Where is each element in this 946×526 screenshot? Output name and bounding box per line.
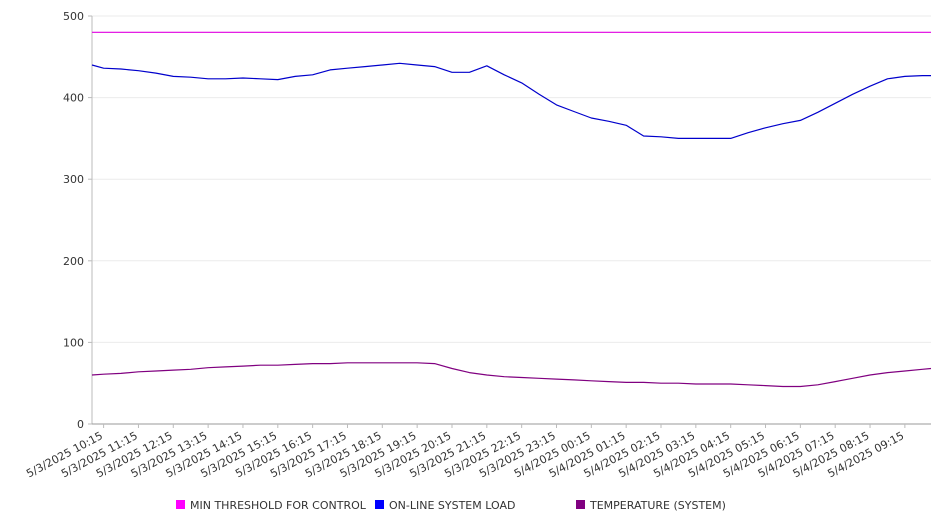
legend-swatch: [375, 500, 384, 509]
y-axis-tick-labels: 0 100 200 300 400 500: [63, 10, 84, 431]
legend-label: TEMPERATURE (SYSTEM): [589, 499, 726, 512]
series-lines: [91, 31, 932, 388]
legend: MIN THRESHOLD FOR CONTROL ON-LINE SYSTEM …: [176, 499, 726, 512]
x-axis-tick-labels: 5/3/2025 10:155/3/2025 11:155/3/2025 12:…: [24, 429, 906, 480]
y-tick-label: 200: [63, 255, 84, 268]
gridlines: [92, 15, 931, 343]
series-line-3: [91, 362, 932, 388]
y-tick-label: 0: [77, 418, 84, 431]
y-tick-label: 100: [63, 336, 84, 349]
legend-label: ON-LINE SYSTEM LOAD: [389, 499, 515, 512]
legend-swatch: [576, 500, 585, 509]
legend-label: MIN THRESHOLD FOR CONTROL: [190, 499, 367, 512]
series-line-2: [91, 62, 931, 139]
y-tick-label: 400: [63, 92, 84, 105]
legend-swatch: [176, 500, 185, 509]
y-tick-label: 500: [63, 10, 84, 23]
axes: [88, 15, 931, 428]
y-tick-label: 300: [63, 173, 84, 186]
